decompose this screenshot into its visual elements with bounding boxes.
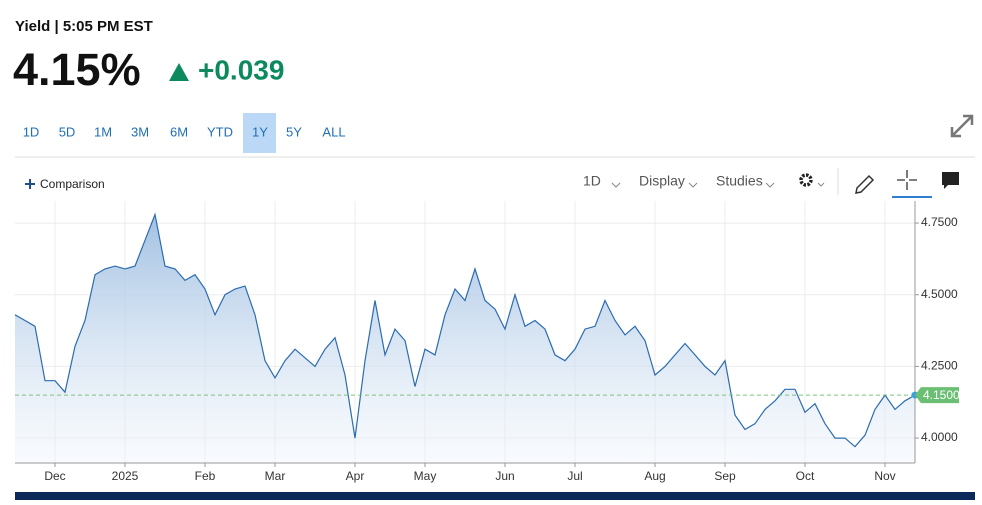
- crosshair-button[interactable]: [897, 170, 917, 190]
- range-button[interactable]: YTD: [207, 124, 233, 139]
- x-tick-label: Jul: [567, 469, 582, 483]
- x-tick-label: Mar: [265, 469, 286, 483]
- x-tick-label: Oct: [796, 469, 815, 483]
- range-button[interactable]: 5Y: [286, 124, 302, 139]
- comments-button[interactable]: [942, 172, 959, 189]
- range-button[interactable]: ALL: [322, 124, 345, 139]
- last-value-label: 4.1500: [923, 388, 960, 402]
- up-arrow: [169, 63, 189, 81]
- price: 4.15%: [13, 44, 141, 95]
- x-tick-label: Feb: [195, 469, 216, 483]
- comparison-button[interactable]: Comparison: [25, 177, 105, 191]
- chevron: [765, 182, 775, 188]
- x-tick-label: Jun: [495, 469, 514, 483]
- studies-button[interactable]: Studies: [716, 173, 763, 189]
- x-tick-label: May: [414, 469, 437, 483]
- change: +0.039: [198, 54, 284, 85]
- y-tick-label: 4.7500: [921, 215, 958, 229]
- display-button[interactable]: Display: [639, 173, 685, 189]
- x-tick-label: Sep: [714, 469, 736, 483]
- x-tick-label: 2025: [112, 469, 139, 483]
- range-button[interactable]: 1M: [94, 124, 112, 139]
- last-value-badge: [915, 387, 959, 404]
- x-tick-label: Dec: [44, 469, 65, 483]
- expand-icon[interactable]: [950, 114, 974, 138]
- draw-button[interactable]: [855, 174, 875, 194]
- y-tick-label: 4.0000: [921, 430, 958, 444]
- chevron: [611, 182, 621, 188]
- chart: 4.0000 4.2500 4.5000 4.7500 Dec 2025 Feb Mar Apr…: [14, 201, 960, 483]
- x-tick-label: Aug: [644, 469, 665, 483]
- range-button[interactable]: 1Y: [252, 124, 268, 139]
- quote-label: Yield | 5:05 PM EST: [15, 18, 153, 35]
- plus-icon: [25, 179, 35, 189]
- x-tick-label: Nov: [874, 469, 895, 483]
- interval-button[interactable]: 1D: [583, 173, 601, 189]
- comparison-label: Comparison: [40, 177, 105, 191]
- range-button[interactable]: 1D: [23, 124, 40, 139]
- y-tick-label: 4.2500: [921, 359, 958, 373]
- settings-button[interactable]: [799, 173, 825, 187]
- footer-bar: [15, 492, 975, 500]
- y-tick-label: 4.5000: [921, 287, 958, 301]
- range-button[interactable]: 3M: [131, 124, 149, 139]
- x-tick-label: Apr: [346, 469, 365, 483]
- line: [14, 212, 916, 448]
- active-range: [243, 113, 276, 153]
- range-button[interactable]: 5D: [59, 124, 76, 139]
- range-button[interactable]: 6M: [170, 124, 188, 139]
- area: [15, 214, 915, 463]
- chevron: [688, 182, 698, 188]
